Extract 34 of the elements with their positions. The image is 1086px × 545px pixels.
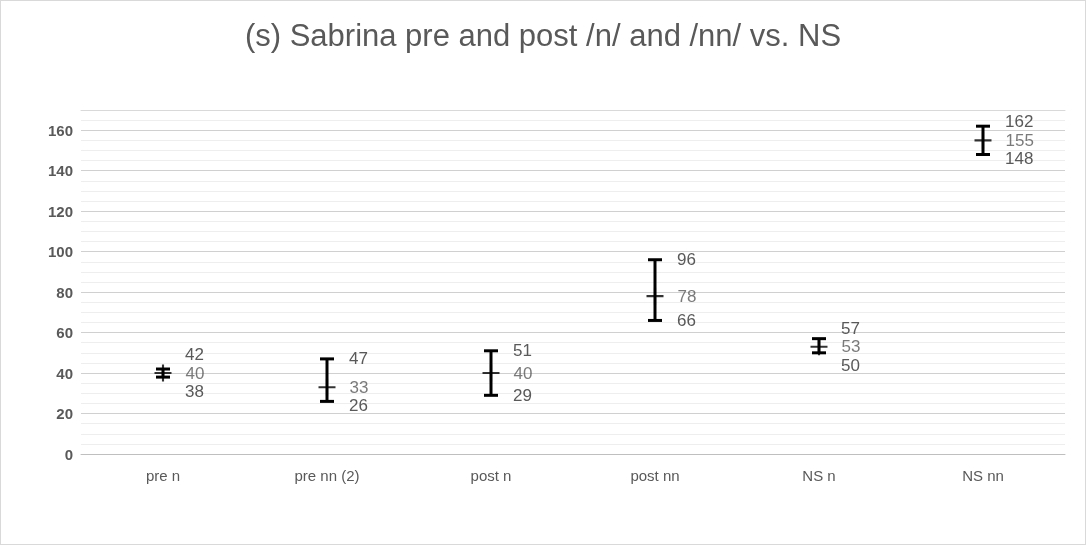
- y-tick-label: 20: [56, 405, 73, 423]
- y-tick-label: 40: [56, 364, 73, 382]
- chart-title: (s) Sabrina pre and post /n/ and /nn/ vs. NS: [244, 18, 842, 53]
- y-tick-label: 0: [64, 445, 73, 463]
- annotation: 29: [513, 386, 532, 406]
- x-tick-label: NS nn: [962, 467, 1004, 484]
- x-tick-label: pre nn (2): [294, 467, 360, 484]
- annotation: 38: [185, 382, 204, 402]
- y-tick-label: 60: [56, 324, 73, 342]
- annotation: 96: [677, 249, 696, 269]
- annotation: 57: [841, 318, 860, 338]
- data-label: 155: [1005, 130, 1034, 150]
- x-tick-label: pre n: [145, 467, 181, 484]
- x-tick-label: post n: [470, 467, 512, 484]
- y-tick-label: 80: [56, 283, 73, 301]
- data-label: 33: [349, 377, 369, 397]
- annotation: 66: [677, 311, 696, 331]
- data-label: 40: [513, 363, 533, 383]
- annotation: 42: [185, 345, 204, 365]
- data-label: 53: [841, 337, 861, 357]
- annotation: 50: [841, 355, 860, 375]
- data-label: 78: [677, 286, 697, 306]
- annotation: 26: [349, 396, 368, 416]
- y-tick-label: 160: [47, 121, 73, 139]
- y-tick-label: 140: [47, 162, 73, 180]
- annotation: 162: [1005, 112, 1034, 132]
- annotation: 47: [349, 348, 368, 368]
- annotation: 51: [513, 340, 532, 360]
- x-tick-label: NS n: [802, 467, 836, 484]
- data-label: 40: [185, 363, 205, 383]
- y-tick-label: 100: [47, 243, 73, 261]
- annotation: 148: [1005, 149, 1034, 169]
- x-tick-label: post nn: [630, 467, 680, 484]
- y-tick-label: 120: [47, 202, 73, 220]
